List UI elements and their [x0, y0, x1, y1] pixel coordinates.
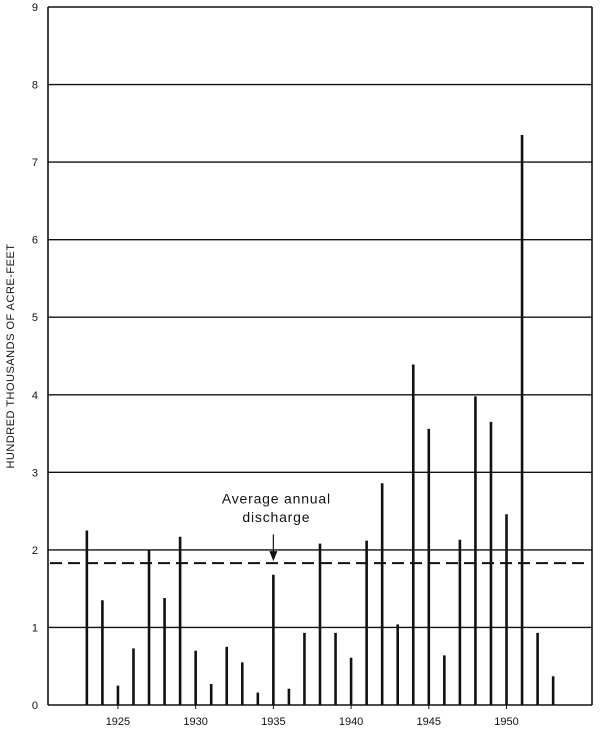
x-tick-label-1925: 1925: [106, 716, 130, 728]
average-label-line1: Average annual: [222, 490, 331, 506]
x-tick-label-1935: 1935: [261, 716, 285, 728]
x-tick-label-1930: 1930: [183, 716, 207, 728]
bars-layer: [85, 134, 555, 705]
y-tick-label-7: 7: [32, 157, 38, 169]
x-tick-label-1940: 1940: [339, 716, 363, 728]
average-label-line2: discharge: [242, 509, 310, 525]
y-tick-label-4: 4: [32, 390, 38, 402]
y-tick-label-5: 5: [32, 312, 38, 324]
grid-layer: [48, 6, 592, 629]
ticks-layer: 0 1 2 3 4 5 6 7 8 9 1925 1930 1935 1940 1945 1950: [32, 2, 519, 728]
y-tick-label-2: 2: [32, 545, 38, 557]
x-tick-label-1945: 1945: [417, 716, 441, 728]
average-layer: Average annual discharge: [50, 490, 590, 565]
y-tick-label-1: 1: [32, 622, 38, 634]
x-tick-label-1950: 1950: [494, 716, 518, 728]
y-tick-label-0: 0: [32, 700, 38, 712]
y-tick-label-3: 3: [32, 467, 38, 479]
y-tick-label-9: 9: [32, 2, 38, 14]
y-tick-label-6: 6: [32, 235, 38, 247]
average-arrow-head: [269, 551, 278, 562]
y-axis-label: HUNDRED THOUSANDS OF ACRE-FEET: [5, 243, 17, 468]
axes-layer: [47, 7, 593, 706]
y-tick-label-8: 8: [32, 80, 38, 92]
